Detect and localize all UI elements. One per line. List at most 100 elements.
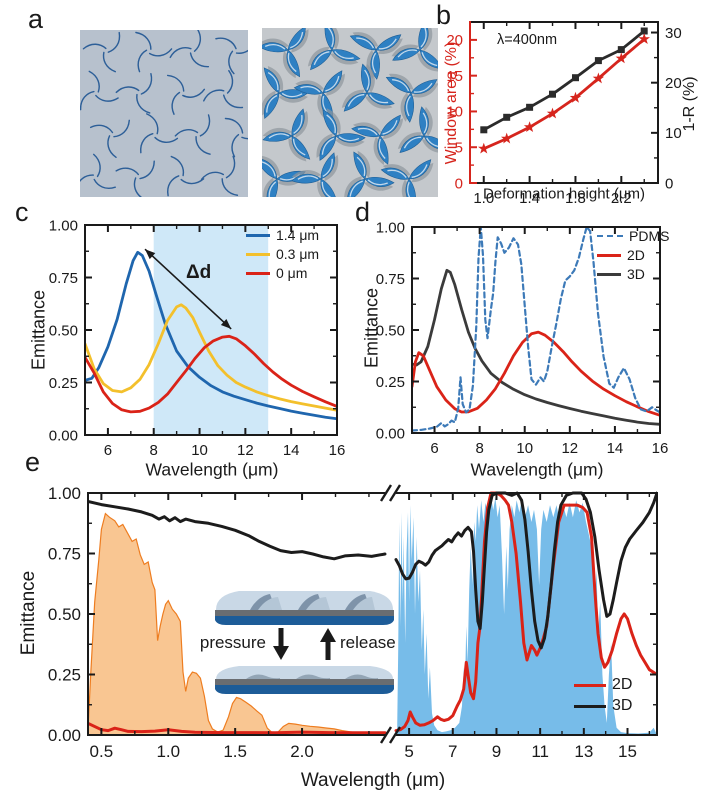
x-tick-label: 11 — [531, 742, 549, 761]
series-2D — [412, 330, 660, 417]
y-right-tick-label: 20 — [665, 75, 682, 92]
axes: 6 8 10 12 14 16 0.00 0.25 0.50 0.75 1.00 — [376, 219, 669, 457]
b-y-axis-title-left: Window area (%) — [443, 41, 460, 165]
axis-break-mark — [388, 484, 402, 502]
pinwheel-cut-pattern — [80, 70, 119, 111]
y-tick-label: 1.00 — [49, 217, 78, 234]
y-tick-label: 20 — [446, 32, 463, 49]
x-tick-label: 1.0 — [156, 742, 180, 761]
x-tick-label: 1.8 — [565, 190, 586, 205]
panel-c-label: c — [15, 197, 29, 227]
legend-label: 0.3 μm — [276, 246, 320, 263]
chart-c: 6 8 10 12 14 16 0.00 0.25 0.50 0.75 1.00 — [49, 217, 346, 459]
axes: 1.0 1.4 1.8 2.2 0 5 10 15 20 0 10 20 30 — [446, 21, 682, 205]
pinwheel-3d-blade — [397, 106, 438, 153]
axes: 6 8 10 12 14 16 0.00 0.25 0.50 0.75 1.00 — [49, 217, 346, 459]
legend-item-1.4 μm: 1.4 μm — [246, 227, 319, 243]
series-0.3 μm — [85, 303, 337, 412]
legend-label: 2D — [612, 676, 633, 693]
legend-label: 3D — [627, 266, 645, 283]
inset-slab-structured-image — [215, 591, 394, 625]
legend-item-2D: 2D — [574, 676, 632, 694]
pinwheel-cut-pattern — [115, 73, 153, 114]
x-tick-label: 10 — [516, 440, 533, 457]
pinwheel-cut-pattern — [203, 69, 244, 109]
pinwheel-cut-pattern — [169, 30, 210, 68]
y-tick-label: 15 — [446, 68, 463, 85]
pinwheel-3d-blade — [341, 63, 395, 112]
pressure-label: pressure — [199, 633, 266, 652]
y-tick-label: 0.25 — [48, 665, 81, 684]
legend-label: 3D — [612, 697, 633, 715]
pinwheel-3d-blade — [291, 152, 339, 197]
pinwheel-cut-pattern — [166, 74, 206, 115]
pinwheel-cut-pattern — [224, 117, 248, 158]
x-tick-label: 14 — [283, 442, 300, 459]
x-tick-label: 10 — [191, 442, 208, 459]
legend-swatch — [597, 272, 621, 276]
x-tick-label: 14 — [607, 440, 624, 457]
y-tick-label: 0 — [455, 175, 463, 192]
chart-b: 1.0 1.4 1.8 2.2 0 5 10 15 20 0 10 20 30 — [446, 21, 682, 205]
y-tick-label: 0.50 — [376, 322, 405, 339]
axis-break-mark — [388, 726, 402, 744]
chart-d: 6 8 10 12 14 16 0.00 0.25 0.50 0.75 1.00 — [376, 219, 669, 457]
x-tick-label: 9 — [492, 742, 501, 761]
x-tick-label: 12 — [237, 442, 254, 459]
series-3D — [88, 500, 387, 561]
x-tick-label: 2.2 — [611, 190, 632, 205]
pinwheel-cut-pattern — [80, 153, 116, 191]
legend-label: 0 μm — [276, 265, 308, 282]
panel-a-label: a — [28, 4, 44, 34]
panel-e-label: e — [25, 447, 41, 477]
d-legend: PDMS 2D 3D — [597, 228, 669, 282]
y-tick-label: 0.00 — [48, 726, 81, 745]
slab-bottom-layer — [215, 685, 394, 694]
pinwheel-3d-blade — [380, 159, 434, 197]
panel-b-label: b — [436, 0, 452, 30]
c-y-axis-title: Emittance — [28, 289, 49, 371]
chart-e: 0.5 1.0 1.5 2.0 5 7 9 11 13 15 0.00 0.25 0.50 0.75 1.0… — [48, 484, 658, 761]
legend-swatch — [246, 252, 270, 256]
y-tick-label: 0.25 — [376, 374, 405, 391]
b-y-axis-title-right: 1-R (%) — [681, 76, 698, 132]
y-tick-label: 0.75 — [376, 271, 405, 288]
legend-item-PDMS: PDMS — [597, 228, 669, 244]
y-right-tick-label: 30 — [665, 25, 682, 42]
y-tick-label: 0.00 — [49, 427, 78, 444]
d-y-axis-title: Emittance — [361, 287, 382, 369]
y-tick-label: 5 — [455, 139, 463, 156]
legend-swatch — [574, 705, 606, 709]
x-tick-label: 1.4 — [519, 190, 540, 205]
legend-item-3D: 3D — [574, 697, 632, 715]
plot-area — [85, 225, 337, 435]
legend-label: 1.4 μm — [276, 227, 320, 243]
series-2D — [394, 491, 657, 733]
y-tick-label: 1.00 — [48, 484, 81, 503]
pinwheel-cut-pattern — [200, 155, 239, 196]
popup-structures-highlight — [258, 597, 375, 610]
pinwheel-cut-pattern — [167, 155, 205, 197]
pinwheel-3d-blade — [262, 108, 311, 162]
pinwheel-3d-blade — [391, 28, 438, 72]
pinwheel-cut-pattern — [139, 113, 179, 154]
e-legend: 2D 3D — [574, 676, 632, 716]
inset-slab-flattened-image — [215, 666, 394, 694]
pinwheel-cut-pattern — [215, 37, 248, 75]
pinwheel-3d-blade — [349, 32, 403, 80]
legend-item-0 μm: 0 μm — [246, 265, 319, 281]
x-tick-label: 5 — [404, 742, 413, 761]
legend-label: PDMS — [629, 228, 670, 244]
x-tick-label: 15 — [618, 742, 637, 761]
b-wavelength-annotation: λ=400nm — [497, 32, 558, 48]
pinwheel-3d-blade — [385, 73, 438, 123]
x-tick-label: 16 — [652, 440, 669, 457]
series-3D — [394, 491, 657, 650]
slab-mid-layer — [215, 610, 394, 616]
solar-spectrum — [88, 512, 386, 735]
series-1-R — [482, 29, 646, 132]
pinwheel-cut-pattern — [135, 31, 173, 73]
c-x-axis-title: Wavelength (μm) — [145, 459, 279, 480]
pinwheel-3d-blade — [316, 108, 366, 161]
y-right-tick-label: 0 — [665, 175, 673, 192]
